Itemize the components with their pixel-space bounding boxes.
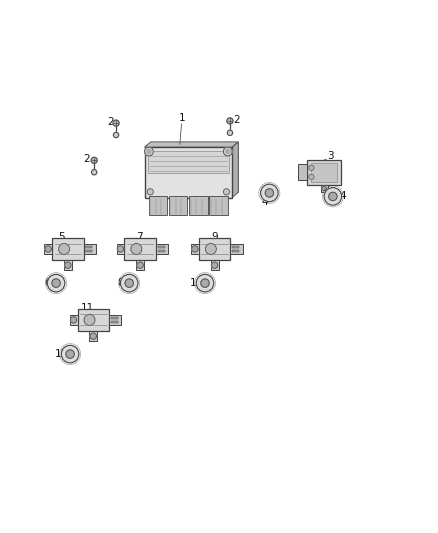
Circle shape [65,262,71,268]
Bar [156,244,168,254]
Text: 3: 3 [327,151,334,160]
Bar [307,159,341,185]
Text: 2: 2 [233,115,240,125]
Bar [149,196,167,215]
Bar [70,314,78,325]
Bar [117,244,124,254]
Bar [158,251,165,252]
Circle shape [137,262,143,268]
Circle shape [261,184,278,201]
Circle shape [47,274,65,292]
Circle shape [90,333,96,340]
Circle shape [52,279,60,287]
Polygon shape [232,142,238,198]
Bar [148,151,229,173]
Circle shape [66,350,74,358]
Text: 2: 2 [83,154,90,164]
Circle shape [131,244,142,254]
Circle shape [61,345,79,363]
Circle shape [201,279,209,287]
Text: 7: 7 [136,232,143,242]
Text: 12: 12 [55,349,68,359]
FancyBboxPatch shape [124,238,156,260]
Circle shape [117,246,124,252]
Circle shape [125,279,134,287]
Bar [136,260,144,270]
Bar [232,246,239,248]
Circle shape [324,188,342,205]
Bar [89,331,97,342]
Circle shape [322,187,326,191]
Circle shape [212,262,218,268]
Circle shape [227,118,233,124]
Circle shape [84,314,95,326]
Bar [211,260,219,270]
Bar [84,244,96,254]
Bar [189,196,208,215]
Circle shape [226,150,230,154]
Bar [85,251,92,252]
Bar [298,165,307,180]
Text: 10: 10 [190,278,203,288]
Text: 4: 4 [339,191,346,201]
Bar [85,246,92,248]
Text: 6: 6 [44,278,51,288]
FancyBboxPatch shape [52,238,84,260]
Text: 8: 8 [117,278,124,288]
Bar [151,142,238,192]
Bar [169,196,187,215]
Circle shape [71,317,77,323]
Circle shape [113,132,119,138]
Circle shape [113,120,119,126]
Text: 4: 4 [261,197,268,207]
Bar [209,196,228,215]
Text: 1: 1 [178,112,185,123]
Bar [232,251,239,252]
Circle shape [223,147,232,156]
Circle shape [59,244,70,254]
Circle shape [227,130,233,135]
Circle shape [223,189,230,195]
Circle shape [196,274,214,292]
Circle shape [145,147,153,156]
Bar [230,244,243,254]
Text: 5: 5 [58,232,65,242]
Polygon shape [145,142,238,147]
Text: 9: 9 [211,232,218,242]
Circle shape [91,157,97,164]
Bar [64,260,72,270]
Bar [109,315,121,325]
Bar [191,244,199,254]
Bar [145,147,232,198]
Bar [111,321,118,323]
Bar [44,244,52,254]
Circle shape [147,150,151,154]
Text: 11: 11 [81,303,94,313]
Bar [321,185,328,192]
FancyBboxPatch shape [199,238,230,260]
Circle shape [309,174,314,180]
Circle shape [265,189,274,197]
Circle shape [45,246,51,252]
Bar [158,246,165,248]
Circle shape [205,244,216,254]
Bar [311,163,337,182]
FancyBboxPatch shape [78,309,109,331]
Circle shape [309,165,314,171]
Circle shape [192,246,198,252]
Circle shape [328,192,337,200]
Circle shape [147,189,153,195]
Bar [111,317,118,319]
Text: 2: 2 [107,117,114,127]
Circle shape [92,169,97,175]
Circle shape [120,274,138,292]
